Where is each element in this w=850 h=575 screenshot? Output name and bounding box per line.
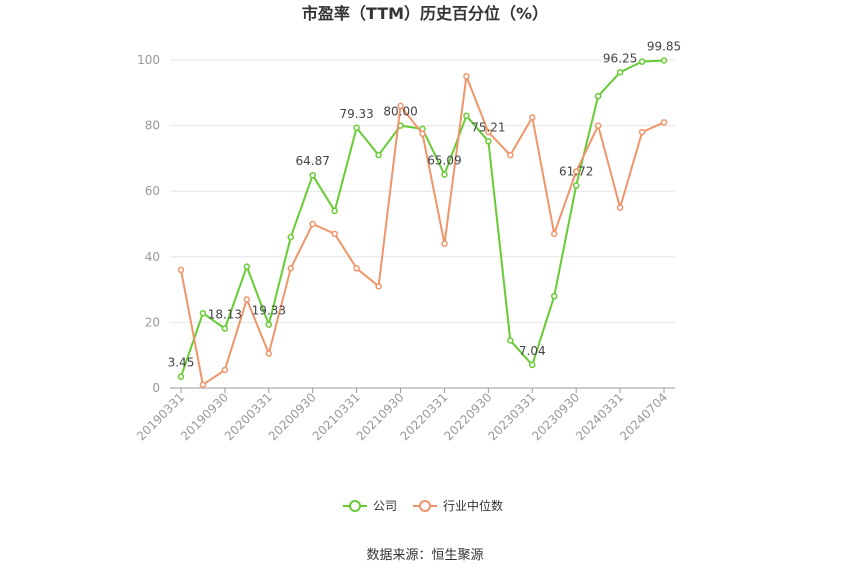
- series-1-point: [221, 366, 229, 374]
- series-0-point: [287, 233, 295, 241]
- series-0-point: [594, 92, 602, 100]
- series-1-point: [375, 283, 382, 290]
- series-1-point: [309, 220, 316, 228]
- series-0-point: [550, 292, 558, 300]
- series-0-point: [660, 57, 668, 64]
- legend-item-1[interactable]: 行业中位数: [413, 498, 503, 513]
- legend-swatch-marker: [419, 500, 431, 512]
- data-label: 96.25: [603, 51, 637, 65]
- series-0-point: [331, 207, 338, 215]
- series-1-point: [550, 230, 558, 238]
- x-axis: 2019033120190930202003312020093020210331…: [134, 387, 675, 443]
- series-0-point: [199, 309, 207, 317]
- series-0-point: [177, 373, 185, 380]
- y-tick-label: 20: [145, 315, 160, 329]
- series-1-point: [331, 230, 338, 238]
- series-1-point: [616, 204, 624, 211]
- series-0-point: [572, 182, 580, 189]
- series-1-point: [265, 350, 273, 357]
- data-label: 64.87: [296, 154, 330, 168]
- series-1-point: [485, 128, 492, 136]
- series-1-point: [199, 381, 207, 388]
- series-0-point: [243, 263, 251, 270]
- y-tick-label: 80: [145, 119, 160, 133]
- data-label: 99.85: [647, 39, 681, 53]
- series-0-point: [353, 124, 360, 132]
- series-0-point: [221, 325, 229, 332]
- data-label: 19.33: [252, 304, 286, 318]
- data-label: 18.13: [208, 308, 242, 322]
- series-1-point: [572, 168, 580, 175]
- series-0-point: [529, 361, 536, 369]
- series-1-point: [529, 114, 536, 121]
- series-1-point: [243, 296, 251, 303]
- series-0-point: [463, 112, 470, 120]
- series-group: [177, 57, 668, 388]
- series-1-point: [594, 122, 602, 129]
- series-1-point: [463, 73, 470, 80]
- legend-item-0[interactable]: 公司: [343, 499, 397, 513]
- series-1-point: [441, 240, 448, 247]
- legend[interactable]: 公司 行业中位数: [343, 498, 503, 513]
- y-tick-label: 100: [137, 53, 160, 67]
- series-1-point: [177, 266, 185, 274]
- series-0-point: [638, 58, 646, 65]
- source-note: 数据来源：恒生聚源: [366, 548, 483, 563]
- data-label: 75.21: [471, 120, 505, 134]
- series-1-point: [419, 130, 426, 138]
- series-1-point: [397, 102, 404, 110]
- y-tick-label: 40: [145, 250, 160, 264]
- y-tick-label: 0: [152, 381, 160, 395]
- series-0-point: [265, 321, 273, 328]
- gridlines: [170, 59, 675, 323]
- series-0-point: [309, 171, 316, 179]
- series-0-point: [441, 171, 448, 178]
- data-label: 3.45: [168, 356, 195, 370]
- series-1-point: [638, 128, 646, 136]
- y-axis: 0 20 40 60 80 100: [137, 53, 160, 395]
- series-0-point: [616, 69, 624, 76]
- data-label: 80.00: [383, 105, 417, 119]
- y-tick-label: 60: [145, 184, 160, 198]
- legend-swatch-marker: [349, 500, 361, 512]
- data-label: 7.04: [519, 344, 546, 358]
- data-label: 65.09: [427, 154, 461, 168]
- series-1-point: [287, 265, 295, 272]
- series-0-point: [375, 151, 382, 159]
- legend-label: 公司: [373, 499, 397, 513]
- series-1-point: [507, 151, 514, 159]
- data-label: 79.33: [339, 107, 373, 121]
- series-0-point: [485, 138, 492, 145]
- series-line-0: [180, 59, 665, 378]
- series-1-point: [353, 265, 360, 272]
- legend-label: 行业中位数: [443, 498, 503, 513]
- x-tick-label: 20240704: [617, 390, 670, 443]
- data-label: 61.72: [559, 165, 593, 179]
- chart-title: 市盈率（TTM）历史百分位（%）: [302, 4, 548, 23]
- series-1-point: [660, 119, 668, 126]
- data-labels: 3.45 18.13 19.33 64.87 79.33 80.00 65.09 75.21 7…: [168, 39, 682, 369]
- series-0-point: [507, 337, 514, 344]
